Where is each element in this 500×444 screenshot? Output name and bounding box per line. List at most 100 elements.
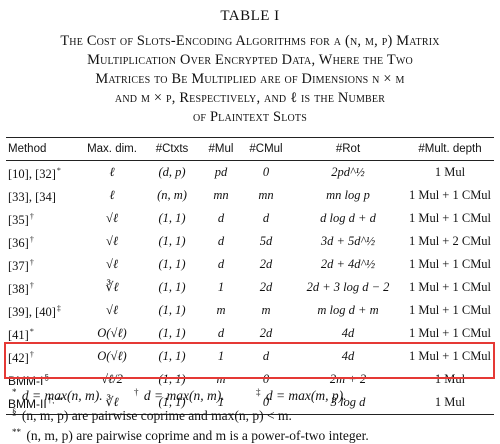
- cell-method: [35]†: [6, 207, 80, 230]
- cell-max-dim: ∛ℓ: [105, 395, 119, 409]
- table-row: [41]* O(√ℓ) (1, 1) d 2d 4d 1 Mul + 1 CMul: [6, 322, 494, 345]
- cell-mul: d: [217, 211, 225, 225]
- method-name: [33], [34]: [8, 190, 56, 204]
- cell-method: [39], [40]‡: [6, 299, 80, 322]
- table-caption: The Cost of Slots-Encoding Algorithms fo…: [14, 32, 486, 127]
- cell-ctxts: (d, p): [158, 165, 186, 179]
- method-name: [36]: [8, 236, 29, 250]
- cell-mult-depth: 1 Mul: [434, 395, 466, 409]
- cell-mult-depth: 1 Mul + 1 CMul: [408, 188, 492, 202]
- cell-rot: d log d + d: [320, 211, 376, 225]
- method-name: [42]: [8, 351, 29, 365]
- cell-mul: 1: [217, 395, 225, 409]
- header-max-dim: Max. dim.: [87, 142, 137, 155]
- cell-ctxts: (n, m): [157, 188, 187, 202]
- cell-method: [37]†: [6, 253, 80, 276]
- table-row: [39], [40]‡ √ℓ (1, 1) m m m log d + m 1 Mul + …: [6, 299, 494, 322]
- cell-cmul: mn: [258, 188, 274, 202]
- cell-mult-depth: 1 Mul + 2 CMul: [408, 234, 492, 248]
- cell-mult-depth: 1 Mul + 1 CMul: [408, 303, 492, 317]
- cell-method: [41]*: [6, 322, 80, 345]
- cell-ctxts: (1, 1): [158, 349, 186, 363]
- method-name: BMM-II: [8, 397, 47, 411]
- cell-ctxts: (1, 1): [158, 395, 186, 409]
- header-mult-depth: #Mult. depth: [418, 142, 482, 155]
- table-row: [33], [34] ℓ (n, m) mn mn mn log p 1 Mul + 1 C…: [6, 184, 494, 207]
- cell-max-dim: √ℓ: [105, 211, 119, 225]
- method-mark: *: [56, 166, 61, 175]
- cell-rot: mn log p: [326, 188, 370, 202]
- cell-ctxts: (1, 1): [158, 211, 186, 225]
- caption-line: The Cost of Slots-Encoding Algorithms fo…: [60, 33, 440, 49]
- cell-cmul: 0: [262, 372, 270, 386]
- footnote-text: (n, m, p) are pairwise coprime and m is …: [23, 428, 369, 443]
- cell-mult-depth: 1 Mul: [434, 165, 466, 179]
- method-name: [39], [40]: [8, 305, 56, 319]
- footnote: † d = max(n, m).: [133, 387, 225, 403]
- footnote-text: d = max(n, m).: [18, 388, 103, 403]
- cell-rot: 2d + 3 log d − 2: [306, 280, 390, 294]
- footnote-line: ** (n, m, p) are pairwise coprime and m …: [12, 424, 492, 444]
- footnote-text: d = max(m, p).: [262, 388, 347, 403]
- cell-cmul: 2d: [259, 280, 273, 294]
- method-name: [10], [32]: [8, 167, 56, 181]
- cell-mul: 1: [217, 280, 225, 294]
- caption-line: Multiplication Over Encrypted Data, Wher…: [87, 52, 413, 68]
- method-mark: ‡: [56, 304, 61, 313]
- header-ctxts: #Ctxts: [155, 142, 189, 155]
- cell-cmul: 2d: [259, 257, 273, 271]
- method-mark: †: [29, 350, 34, 359]
- cell-max-dim: O(√ℓ): [97, 349, 127, 363]
- method-name: [35]: [8, 213, 29, 227]
- cell-mult-depth: 1 Mul: [434, 372, 466, 386]
- cell-max-dim: ℓ: [109, 188, 115, 202]
- table-row: [37]† √ℓ (1, 1) d 2d 2d + 4d^½ 1 Mul + 1 CMul: [6, 253, 494, 276]
- cell-cmul: 2d: [259, 326, 273, 340]
- cell-mult-depth: 1 Mul + 1 CMul: [408, 326, 492, 340]
- footnote: ‡ d = max(m, p).: [256, 387, 347, 403]
- cell-mul: pd: [214, 165, 228, 179]
- cell-method: [36]†: [6, 230, 80, 253]
- cell-mult-depth: 1 Mul + 1 CMul: [408, 280, 492, 294]
- cell-max-dim: √ℓ: [105, 257, 119, 271]
- cell-mult-depth: 1 Mul + 1 CMul: [408, 211, 492, 225]
- cell-max-dim: √ℓ: [105, 234, 119, 248]
- table-label: TABLE I: [220, 8, 280, 24]
- cell-rot: 3d + 5d^½: [320, 234, 376, 248]
- caption-line: Matrices to Be Multiplied are of Dimensi…: [95, 71, 405, 87]
- cell-cmul: d: [262, 211, 270, 225]
- cell-mul: d: [217, 257, 225, 271]
- cell-max-dim: ℓ: [109, 165, 115, 179]
- cell-max-dim: √ℓ: [105, 303, 119, 317]
- cell-rot: 2pd^½: [331, 165, 365, 179]
- cell-max-dim: ∛ℓ: [105, 280, 119, 294]
- cell-cmul: m: [261, 303, 271, 317]
- cell-rot: 4d: [341, 349, 355, 363]
- footnote-line: * d = max(n, m). † d = max(n, m). ‡ d = …: [12, 384, 492, 404]
- cell-mul: m: [216, 303, 226, 317]
- cell-mult-depth: 1 Mul + 1 CMul: [408, 349, 492, 363]
- method-mark: *: [29, 327, 34, 336]
- cell-rot: 2m + 2: [329, 372, 367, 386]
- cell-mul: 1: [217, 349, 225, 363]
- cell-max-dim: √ℓ/2: [101, 372, 123, 386]
- cell-mul: d: [217, 234, 225, 248]
- cell-ctxts: (1, 1): [158, 372, 186, 386]
- cell-mult-depth: 1 Mul + 1 CMul: [408, 257, 492, 271]
- footnote: * d = max(n, m).: [12, 387, 103, 403]
- table-header-row: Method Max. dim. #Ctxts #Mul #CMul #Rot …: [6, 137, 494, 161]
- method-name: [37]: [8, 259, 29, 273]
- cell-ctxts: (1, 1): [158, 326, 186, 340]
- caption-line: of Plaintext Slots: [192, 109, 307, 125]
- table-row: [35]† √ℓ (1, 1) d d d log d + d 1 Mul + 1 CMul: [6, 207, 494, 230]
- method-name: [38]: [8, 282, 29, 296]
- footnote-mark: *: [12, 387, 17, 397]
- cell-method: [33], [34]: [6, 184, 80, 207]
- footnote-mark: †: [133, 387, 139, 397]
- footnote-line: § (n, m, p) are pairwise coprime and max…: [12, 404, 492, 424]
- footnote-mark: **: [12, 427, 21, 437]
- cell-cmul: 5d: [259, 234, 273, 248]
- cell-cmul: 0: [262, 165, 270, 179]
- cell-rot: 2d + 4d^½: [320, 257, 376, 271]
